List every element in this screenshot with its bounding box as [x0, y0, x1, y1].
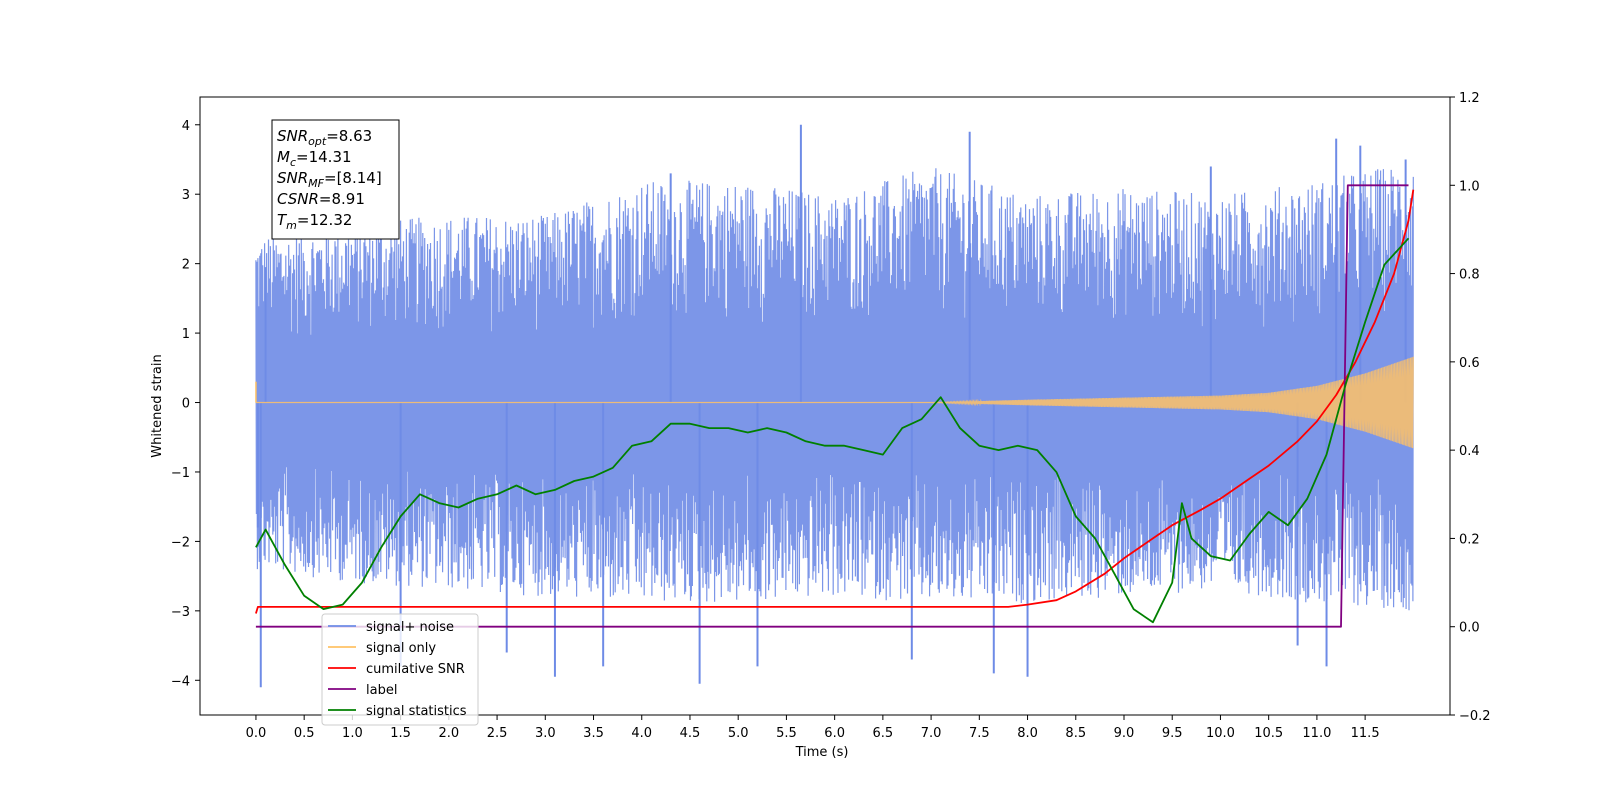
x-tick-label: 2.0 — [438, 726, 459, 741]
info-box-line: SNRopt=8.63 — [277, 127, 372, 148]
x-tick-label: 11.0 — [1302, 726, 1331, 741]
x-tick-label: 0.5 — [294, 726, 315, 741]
y-tick-label: −2 — [171, 535, 190, 550]
cumulative-snr-line — [255, 189, 1415, 614]
legend-label: signal statistics — [366, 704, 467, 719]
x-tick-label: 11.5 — [1351, 726, 1380, 741]
y-tick-label: −1 — [171, 466, 190, 481]
signal-only-line — [255, 356, 1414, 449]
y2-tick-label: 0.6 — [1459, 356, 1480, 371]
x-tick-label: 5.0 — [728, 726, 749, 741]
plot-area-frame — [199, 96, 1451, 716]
y2-tick-label: 0.0 — [1459, 621, 1480, 636]
x-axis-ticks: 0.0 0.5 1.0 1.5 2.0 2.5 3.0 3.5 4.0 4.5 5.0 5.5 6.0 6… — [246, 715, 1380, 741]
x-tick-label: 6.0 — [824, 726, 845, 741]
x-tick-label: 2.5 — [487, 726, 508, 741]
x-tick-label: 7.5 — [969, 726, 990, 741]
y-tick-label: −4 — [171, 674, 190, 689]
x-tick-label: 10.0 — [1206, 726, 1235, 741]
x-tick-label: 0.0 — [246, 726, 267, 741]
y-tick-label: 3 — [182, 188, 190, 203]
y2-tick-label: 1.2 — [1459, 91, 1480, 106]
right-axis-series — [255, 184, 1415, 628]
x-tick-label: 9.5 — [1162, 726, 1183, 741]
legend-frame — [321, 613, 479, 726]
y2-tick-label: 1.0 — [1459, 179, 1480, 194]
y-tick-label: 4 — [182, 119, 190, 134]
y2-tick-label: 0.2 — [1459, 532, 1480, 547]
y-tick-label: 2 — [182, 258, 190, 273]
x-tick-label: 1.5 — [390, 726, 411, 741]
y2-tick-label: 0.4 — [1459, 444, 1480, 459]
y-axis-label: Whitened strain — [150, 354, 165, 457]
y-axis-ticks: 4 3 2 1 0 −1 −2 −3 −4 — [171, 119, 200, 689]
legend-label: cumilative SNR — [366, 662, 465, 677]
x-tick-label: 10.5 — [1254, 726, 1283, 741]
signal-statistics-line — [255, 237, 1410, 624]
info-box-frame — [271, 119, 400, 240]
legend-label: signal only — [366, 641, 436, 656]
info-box-line: Mc=14.31 — [277, 148, 352, 169]
x-tick-label: 4.5 — [680, 726, 701, 741]
legend-label: label — [366, 683, 397, 698]
y2-axis-ticks: 1.2 1.0 0.8 0.6 0.4 0.2 0.0 −0.2 — [1450, 91, 1491, 724]
x-tick-label: 1.0 — [342, 726, 363, 741]
x-tick-label: 8.5 — [1065, 726, 1086, 741]
x-tick-label: 5.5 — [776, 726, 797, 741]
y2-tick-label: −0.2 — [1459, 709, 1491, 724]
info-box-line: Tm=12.32 — [277, 211, 352, 232]
x-tick-label: 6.5 — [873, 726, 894, 741]
y-tick-label: −3 — [171, 605, 190, 620]
signal-noise-line — [255, 168, 1414, 611]
x-tick-label: 3.5 — [583, 726, 604, 741]
series-signal-only — [255, 356, 1414, 449]
x-axis-label: Time (s) — [795, 745, 849, 760]
x-tick-label: 9.0 — [1114, 726, 1135, 741]
x-tick-label: 7.0 — [921, 726, 942, 741]
info-box-line: CSNR=8.91 — [277, 190, 365, 208]
legend: signal+ noise signal only cumilative SNR la… — [321, 613, 479, 726]
legend-label: signal+ noise — [366, 620, 454, 635]
x-tick-label: 4.0 — [631, 726, 652, 741]
x-tick-label: 8.0 — [1017, 726, 1038, 741]
info-box: SNRopt=8.63Mc=14.31SNRMF=[8.14]CSNR=8.91… — [271, 119, 400, 240]
x-tick-label: 3.0 — [535, 726, 556, 741]
y2-tick-label: 0.8 — [1459, 268, 1480, 283]
y-tick-label: 0 — [182, 397, 190, 412]
info-box-line: SNRMF=[8.14] — [277, 169, 382, 190]
y-tick-label: 1 — [182, 327, 190, 342]
label-line — [255, 184, 1409, 628]
